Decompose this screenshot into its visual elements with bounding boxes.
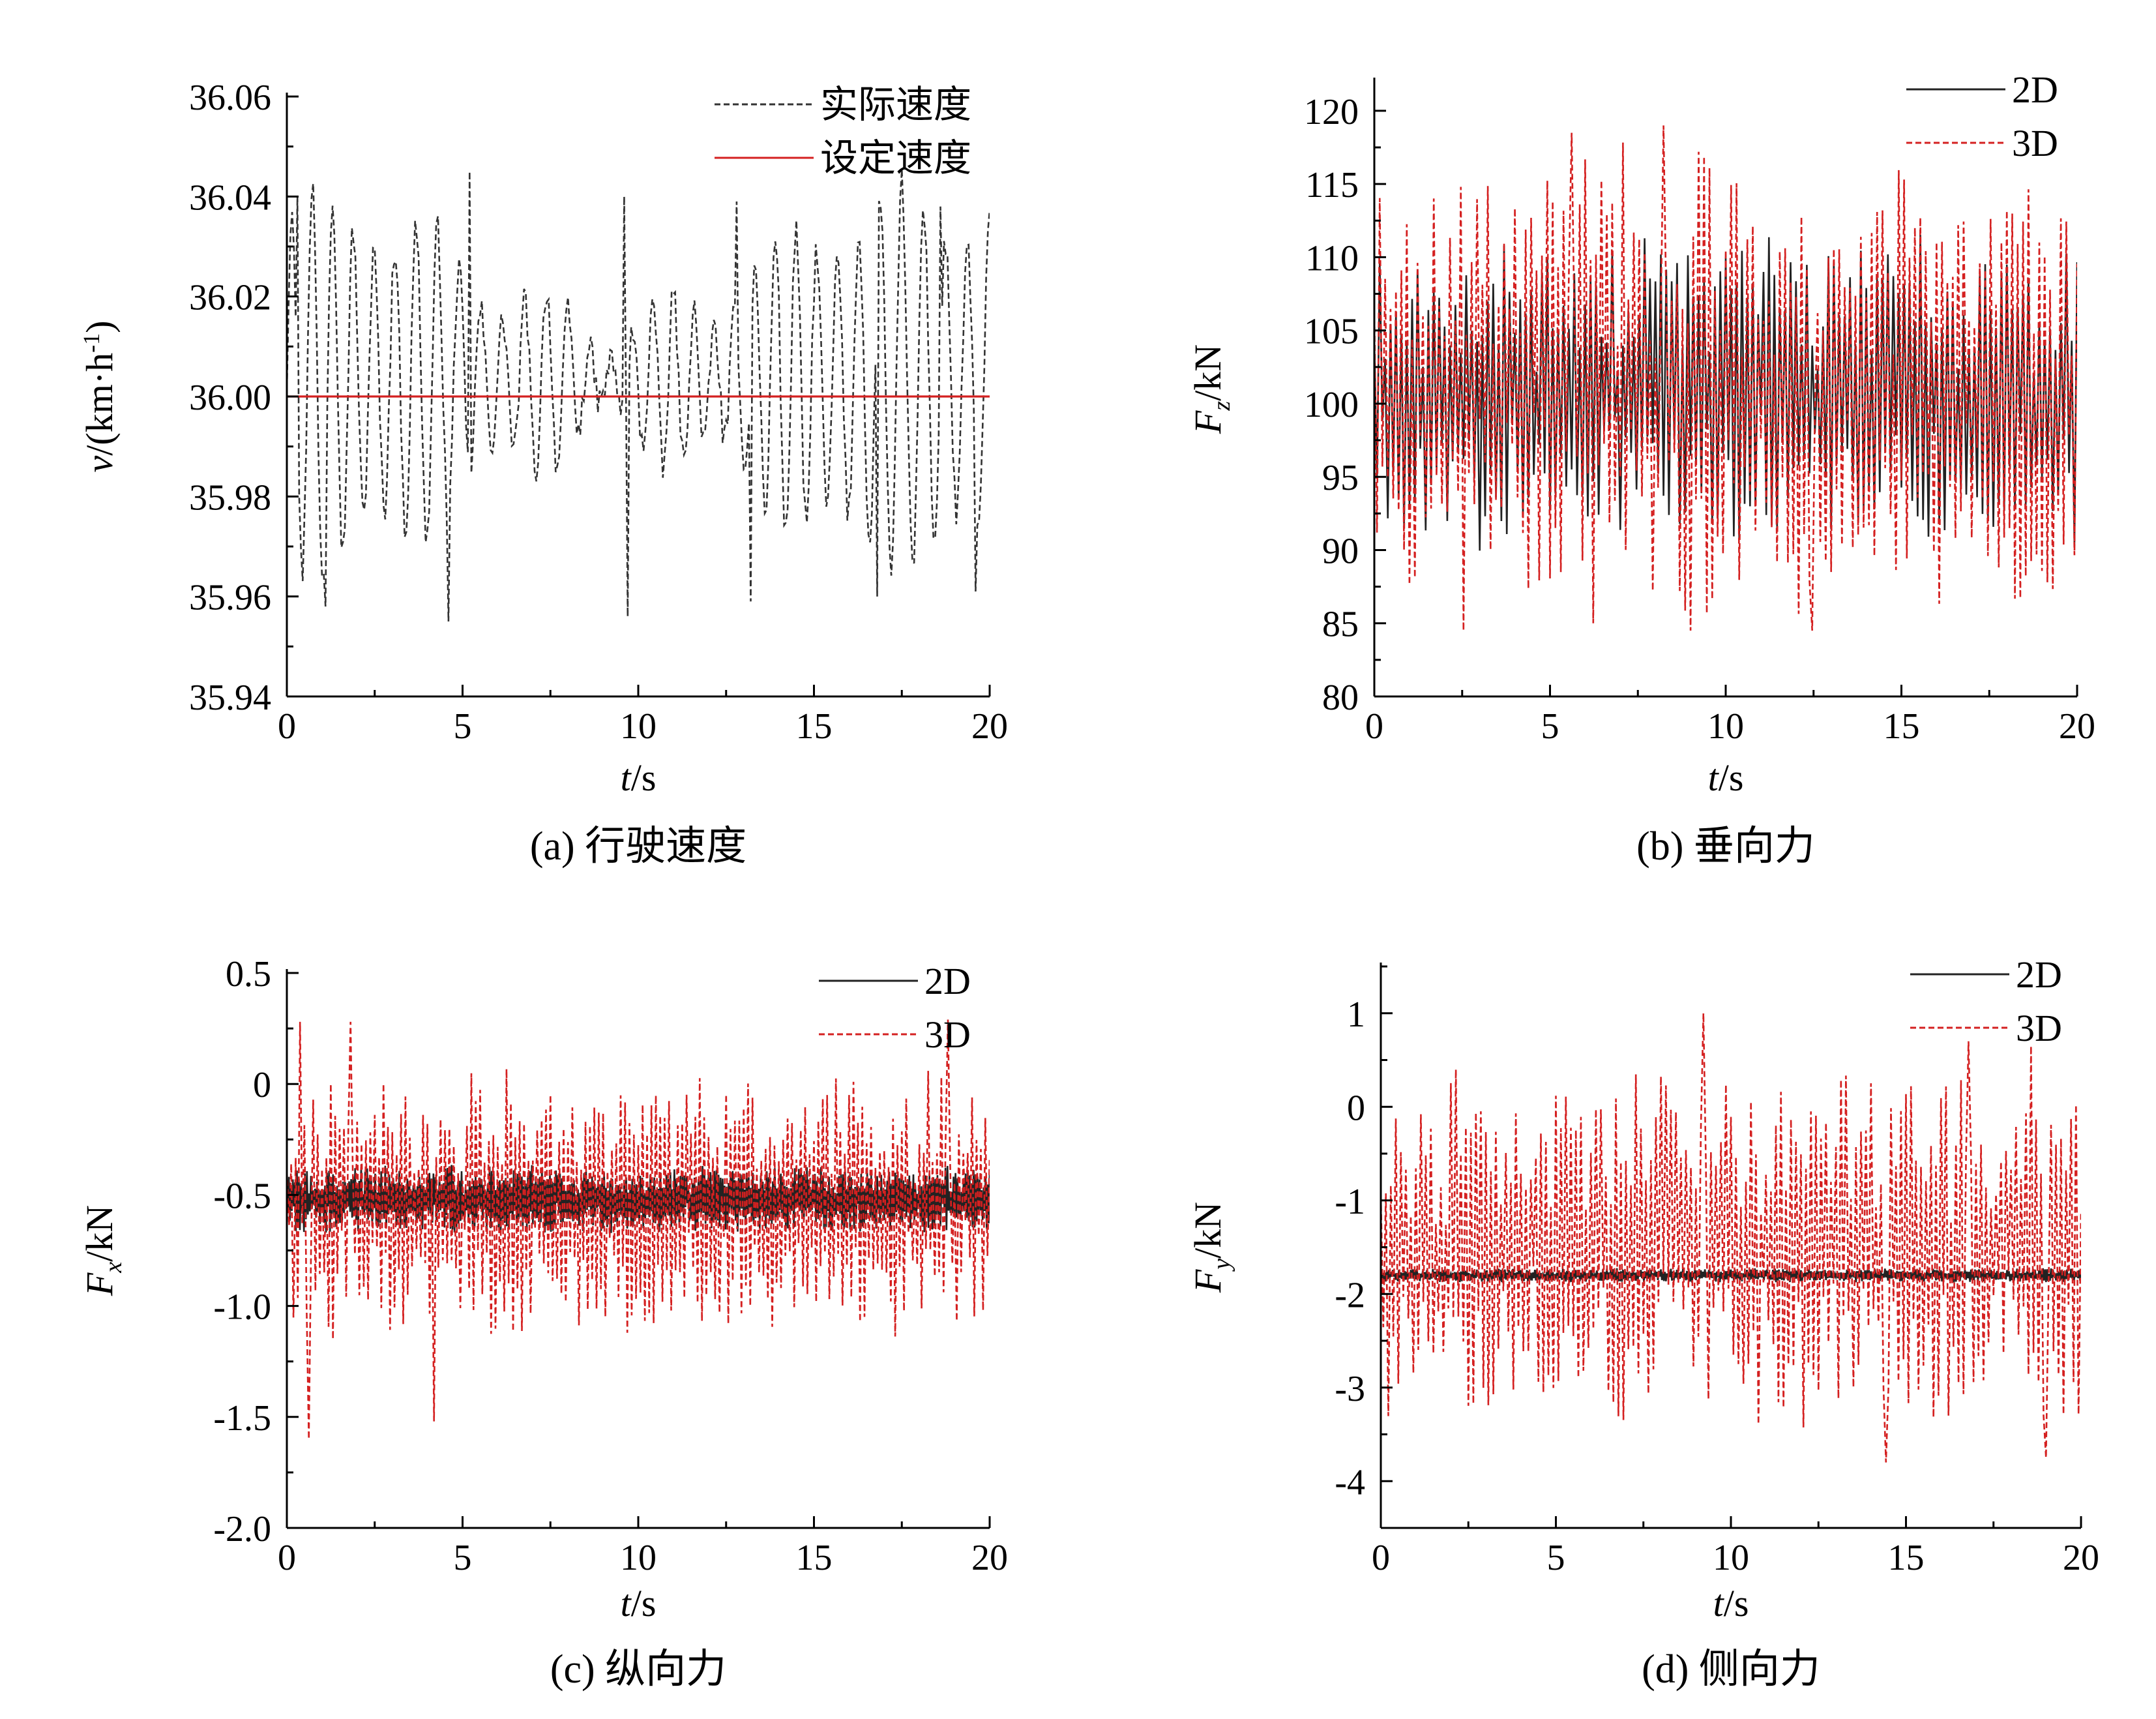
x-tick-label: 10 (1707, 706, 1744, 747)
x-tick-label: 20 (2059, 706, 2095, 747)
y-tick-label: 120 (1304, 92, 1359, 132)
y-tick-label: 36.06 (189, 78, 271, 118)
x-tick-label: 20 (971, 706, 1008, 747)
y-tick-label: 35.98 (189, 477, 271, 518)
y-tick-label: -1 (1335, 1182, 1365, 1222)
legend-label-1: 2D (2016, 953, 2062, 996)
y-tick-label: 105 (1304, 312, 1359, 352)
y-tick-label: 100 (1304, 385, 1359, 425)
chart-panel-a: 0 5 10 15 20 35.94 35.96 35.98 36.00 36.02 36.04 36… (78, 78, 1008, 869)
x-tick-label: 20 (971, 1538, 1008, 1578)
y-tick-label: 0 (1347, 1088, 1365, 1128)
y-tick-label: 36.00 (189, 378, 271, 418)
y-tick-label: 0.5 (226, 954, 271, 994)
y-tick-label: 36.02 (189, 278, 271, 318)
legend-label-1: 实际速度 (820, 83, 971, 126)
x-tick-label: 0 (1365, 706, 1383, 747)
y-tick-label: -4 (1335, 1462, 1365, 1502)
y-tick-label: 0 (253, 1065, 271, 1105)
y-tick-label: 90 (1322, 531, 1359, 571)
x-tick-label: 0 (278, 706, 296, 747)
x-tick-label: 5 (1541, 706, 1559, 747)
x-tick-label: 10 (620, 1538, 657, 1578)
y-tick-label: 35.94 (189, 678, 271, 718)
y-axis-label: v/(km·h-1) (78, 321, 121, 473)
y-tick-label: 85 (1322, 605, 1359, 645)
x-tick-label: 10 (1713, 1538, 1749, 1578)
y-tick-label: 35.96 (189, 578, 271, 618)
x-tick-label: 10 (620, 706, 657, 747)
legend-label-2: 设定速度 (820, 137, 971, 179)
panel-caption: (b) 垂向力 (1636, 824, 1815, 869)
legend-label-1: 2D (924, 960, 971, 1002)
x-axis-label: t/s (1708, 756, 1744, 799)
x-tick-label: 15 (1888, 1538, 1925, 1578)
x-tick-label: 15 (796, 706, 833, 747)
x-tick-label: 20 (2063, 1538, 2099, 1578)
y-tick-label: -3 (1335, 1369, 1365, 1409)
y-tick-label: 110 (1305, 238, 1359, 278)
y-tick-label: 1 (1347, 994, 1365, 1035)
series-1-line (287, 170, 990, 622)
series-1-line (1381, 1268, 2081, 1283)
x-axis-label: t/s (1713, 1582, 1749, 1624)
y-axis-label: Fz/kN (1187, 344, 1235, 434)
x-tick-label: 5 (454, 706, 472, 747)
series-2-line (1374, 125, 2077, 631)
legend-label-1: 2D (2012, 68, 2058, 111)
y-tick-label: 95 (1322, 458, 1359, 498)
x-tick-label: 0 (278, 1538, 296, 1578)
panel-caption: (d) 侧向力 (1642, 1647, 1820, 1692)
y-axis-label: Fy/kN (1187, 1202, 1235, 1293)
series-2-line (287, 1019, 990, 1439)
y-tick-label: 36.04 (189, 177, 271, 218)
y-tick-label: 80 (1322, 678, 1359, 718)
y-tick-label: -2.0 (213, 1509, 271, 1549)
x-axis-label: t/s (621, 1582, 657, 1624)
legend-label-2: 3D (2016, 1007, 2062, 1049)
y-tick-label: 115 (1305, 165, 1359, 205)
x-axis-label: t/s (621, 756, 657, 799)
y-tick-label: -1.0 (213, 1287, 271, 1328)
panel-caption: (a) 行驶速度 (530, 824, 746, 869)
y-tick-label: -1.5 (213, 1398, 271, 1439)
x-tick-label: 0 (1372, 1538, 1390, 1578)
series-2-line (1381, 1013, 2081, 1463)
y-tick-label: -2 (1335, 1275, 1365, 1315)
y-axis-label: Fx/kN (78, 1205, 127, 1296)
x-tick-label: 15 (1883, 706, 1920, 747)
panel-caption: (c) 纵向力 (550, 1647, 726, 1692)
chart-panel-b: 0 5 10 15 20 80 85 90 95 100 105 110 115 120 t/s Fz/kN 2… (1187, 68, 2095, 869)
x-tick-label: 5 (1547, 1538, 1565, 1578)
y-tick-label: -0.5 (213, 1176, 271, 1216)
legend-label-2: 3D (2012, 122, 2058, 164)
chart-panel-c: 0 5 10 15 20-2.0-1.5-1.0-0.500.5t/sFx/kN2D3D… (78, 954, 1008, 1692)
legend-label-2: 3D (924, 1013, 971, 1056)
x-tick-label: 5 (454, 1538, 472, 1578)
x-tick-label: 15 (796, 1538, 833, 1578)
